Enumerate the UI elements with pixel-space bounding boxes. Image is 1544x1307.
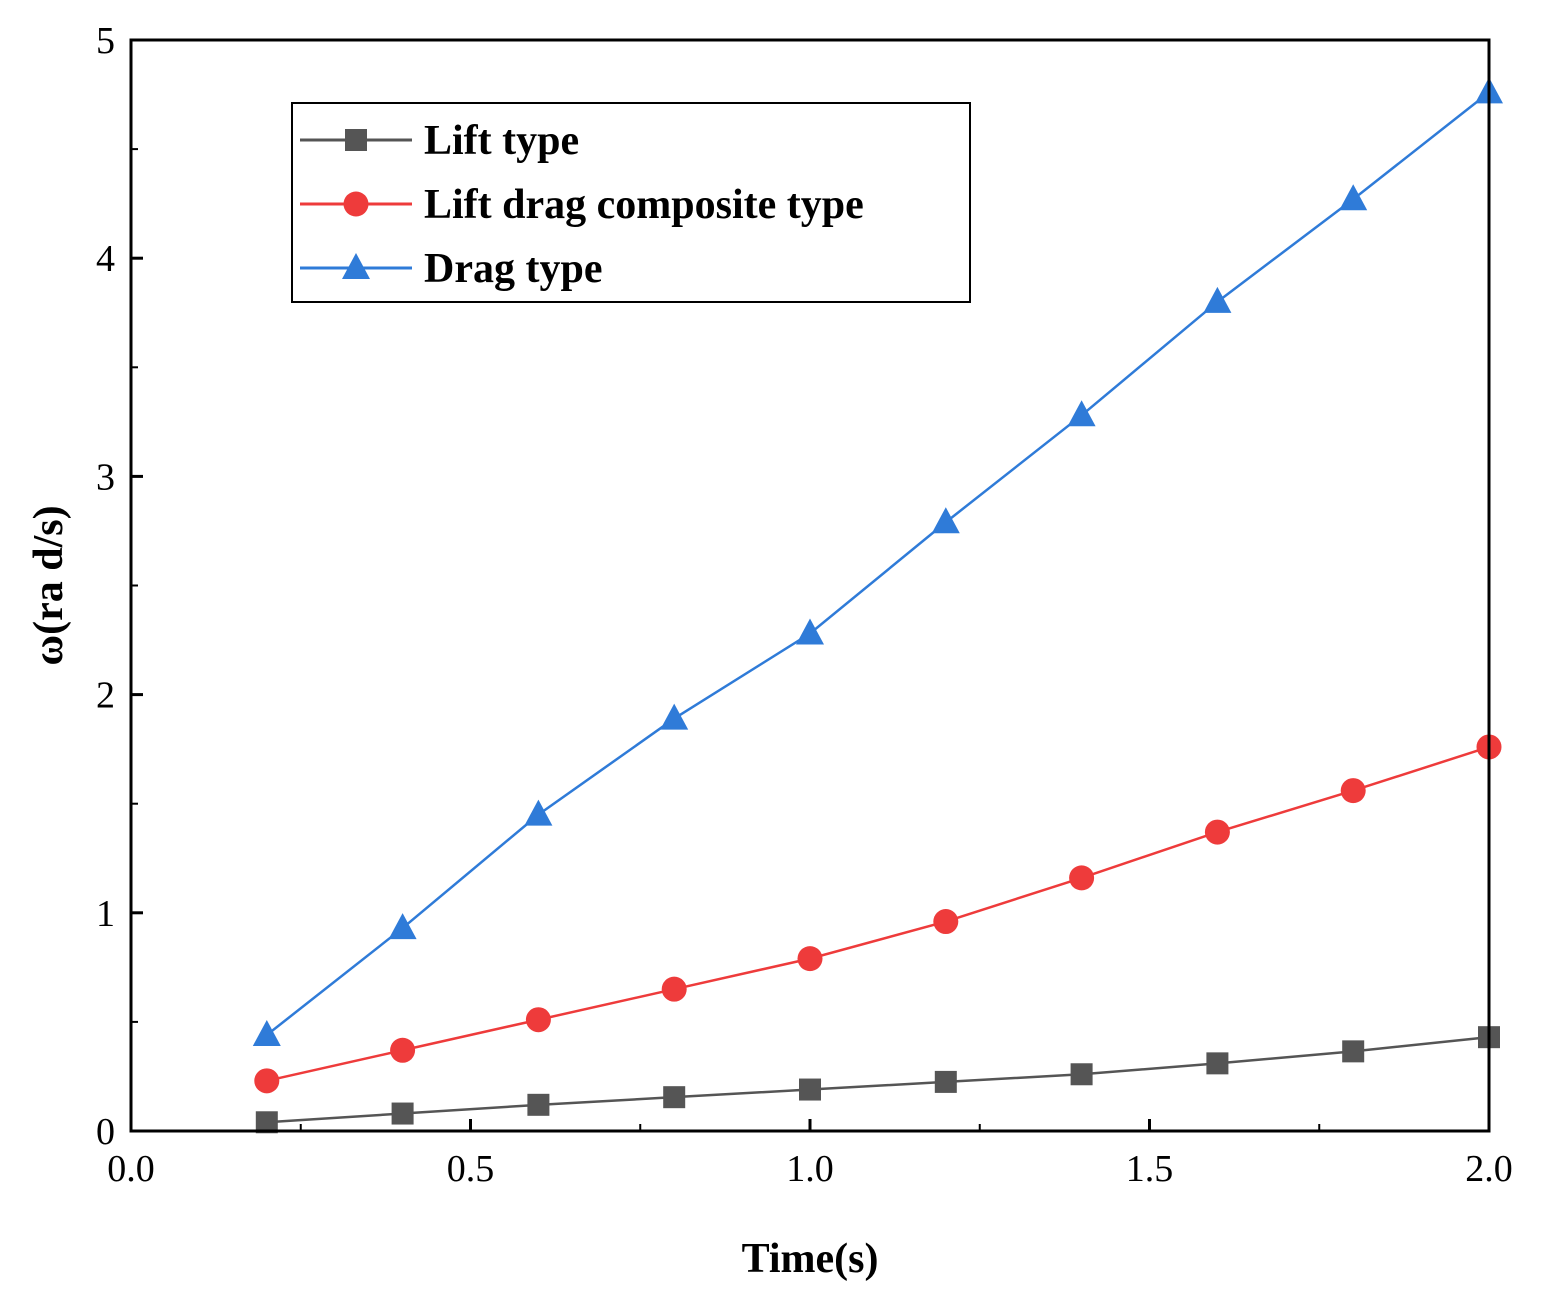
data-point-triangle (252, 1019, 281, 1046)
data-point-square (934, 1070, 957, 1093)
data-point-triangle (388, 913, 417, 940)
data-point-square (391, 1102, 414, 1125)
y-tick-label: 0 (96, 1111, 115, 1153)
x-tick-label: 0.5 (447, 1148, 495, 1190)
data-point-circle (1069, 865, 1095, 891)
x-axis-title: Time(s) (742, 1236, 879, 1282)
y-tick-label: 4 (96, 238, 115, 280)
legend-label-lift-drag-composite-type: Lift drag composite type (424, 182, 864, 228)
legend-entry-lift-drag-composite-type: Lift drag composite type (300, 182, 864, 228)
legend-label-lift-type: Lift type (424, 118, 579, 164)
data-point-circle (254, 1068, 280, 1094)
legend-marker-triangle-icon (342, 253, 370, 279)
data-point-square (1206, 1052, 1229, 1075)
data-point-square (799, 1078, 821, 1101)
legend-marker (345, 129, 367, 151)
legend: Lift type Lift drag composite type Drag … (291, 102, 971, 303)
axis-ticks: 0.0 0.5 1.0 1.5 2.0 0 1 2 3 4 5 (96, 20, 1513, 1190)
legend-marker (342, 253, 370, 279)
data-point-circle (661, 976, 687, 1002)
legend-entry-drag-type: Drag type (300, 246, 602, 292)
data-point-square (1070, 1063, 1093, 1086)
x-tick-label: 2.0 (1465, 1148, 1513, 1190)
data-point-triangle (660, 703, 689, 730)
data-point-circle (933, 909, 959, 935)
data-point-circle (1204, 819, 1230, 845)
data-point-triangle (1203, 286, 1232, 313)
y-tick-label: 5 (96, 20, 115, 62)
data-point-square (663, 1086, 686, 1109)
data-point-triangle (1339, 184, 1368, 211)
data-point-circle (797, 946, 823, 972)
x-tick-label: 1.0 (786, 1148, 834, 1190)
x-tick-label: 0.0 (107, 1148, 155, 1190)
data-point-circle (525, 1007, 551, 1033)
series-layer (252, 77, 1503, 1134)
legend-entry-lift-type: Lift type (300, 118, 579, 164)
legend-marker-square-icon (345, 129, 367, 151)
data-point-circle (390, 1037, 416, 1063)
series-lift-type (255, 1026, 1500, 1134)
y-tick-label: 1 (96, 893, 115, 935)
series-line (266, 91, 1490, 1036)
data-point-square (527, 1093, 550, 1116)
data-point-triangle (931, 507, 960, 534)
legend-marker (343, 191, 369, 217)
data-point-triangle (1067, 400, 1096, 427)
x-tick-label: 1.5 (1126, 1148, 1174, 1190)
data-point-square (1342, 1040, 1365, 1063)
data-point-circle (1340, 778, 1366, 804)
series-drag-type (252, 77, 1503, 1046)
legend-marker-circle-icon (343, 191, 369, 217)
series-line (266, 1035, 1490, 1124)
series-lift-drag-composite-type (254, 734, 1502, 1094)
y-tick-label: 3 (96, 456, 115, 498)
data-point-triangle (524, 799, 553, 826)
y-tick-label: 2 (96, 675, 115, 717)
series-line (266, 745, 1490, 1083)
legend-label-drag-type: Drag type (424, 246, 602, 292)
data-point-square (255, 1111, 278, 1134)
y-axis-title: ω(ra d/s) (26, 505, 72, 665)
data-point-triangle (796, 618, 824, 645)
